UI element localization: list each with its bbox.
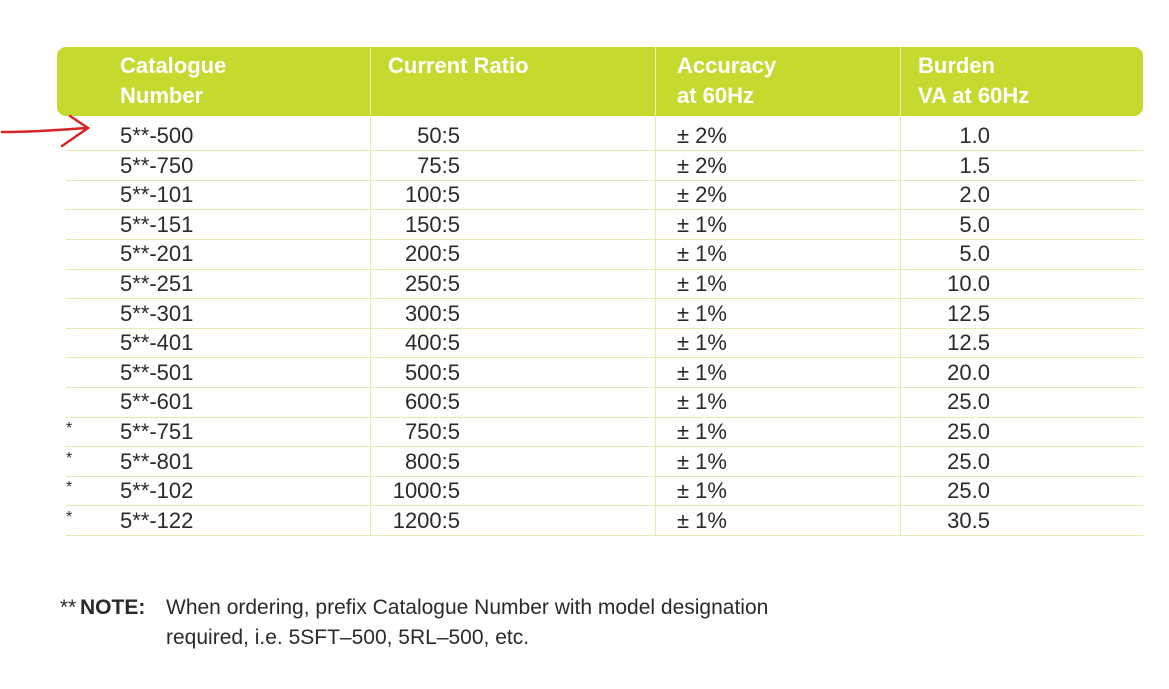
catalogue-number: 5**-301 [120, 300, 194, 326]
current-ratio: 250:5 [404, 271, 460, 296]
catalogue-number: 5**-401 [120, 330, 194, 356]
note-prefix: ** [60, 596, 77, 619]
row-line [66, 357, 1143, 359]
current-ratio: 50:5 [417, 123, 460, 148]
burden: 10.0 [947, 271, 990, 296]
current-ratio: 500:5 [404, 359, 460, 385]
catalogue-number: 5**-122 [120, 507, 194, 533]
catalogue-number: 5**-750 [120, 152, 194, 178]
burden: 2.0 [959, 182, 990, 208]
accuracy: ± 1% [677, 389, 727, 415]
burden: 5.0 [959, 241, 990, 267]
row-mark: * [66, 420, 73, 437]
header-cell: Number [120, 83, 204, 108]
accuracy: ± 2% [677, 123, 727, 148]
row-line [66, 446, 1143, 448]
note-text: When ordering, prefix Catalogue Number w… [166, 596, 769, 619]
current-ratio: 150:5 [404, 211, 460, 237]
accuracy: ± 1% [677, 507, 727, 533]
divider [900, 116, 901, 536]
catalogue-number: 5**-601 [120, 389, 194, 415]
row-line [66, 179, 1143, 181]
note-text: required, i.e. 5SFT–500, 5RL–500, etc. [166, 626, 530, 649]
row-mark: * [66, 508, 73, 526]
row-line [66, 505, 1143, 507]
header-cell: Accuracy [677, 53, 777, 78]
current-ratio: 75:5 [417, 152, 460, 178]
accuracy: ± 1% [677, 448, 727, 474]
row-line [66, 416, 1143, 418]
accuracy: ± 1% [677, 300, 727, 326]
accuracy: ± 1% [677, 241, 727, 267]
catalogue-number: 5**-101 [120, 182, 194, 208]
burden: 1.5 [959, 152, 990, 178]
catalogue-number: 5**-251 [120, 271, 194, 296]
divider [900, 47, 901, 116]
catalogue-number: 5**-751 [120, 419, 194, 444]
current-ratio: 1200:5 [392, 507, 460, 533]
accuracy: ± 1% [677, 271, 727, 296]
current-ratio: 1000:5 [392, 478, 460, 504]
row-mark: * [66, 449, 73, 467]
burden: 12.5 [947, 300, 990, 326]
accuracy: ± 1% [677, 359, 727, 385]
current-ratio: 300:5 [404, 300, 460, 326]
header-cell: Catalogue [120, 53, 227, 78]
burden: 30.5 [947, 507, 990, 533]
row-line [66, 298, 1143, 300]
row-line [66, 327, 1143, 329]
row-mark: * [66, 479, 73, 497]
catalogue-number: 5**-500 [120, 123, 194, 148]
current-ratio: 400:5 [404, 330, 460, 356]
divider [655, 116, 656, 536]
accuracy: ± 1% [677, 478, 727, 504]
header-cell: Burden [918, 53, 995, 78]
accuracy: ± 2% [677, 152, 727, 178]
header-cell: Current Ratio [388, 53, 529, 78]
burden: 5.0 [959, 211, 990, 237]
header-cell: VA at 60Hz [918, 83, 1030, 108]
burden: 25.0 [947, 389, 990, 415]
burden: 1.0 [959, 123, 990, 148]
row-line [66, 209, 1143, 211]
burden: 25.0 [947, 478, 990, 504]
row-line [66, 475, 1143, 477]
header-band [57, 47, 1143, 116]
row-line [66, 386, 1143, 388]
accuracy: ± 2% [677, 182, 727, 208]
accuracy: ± 1% [677, 211, 727, 237]
current-ratio: 100:5 [404, 182, 460, 208]
catalogue-number: 5**-102 [120, 478, 194, 504]
burden: 25.0 [947, 448, 990, 474]
row-line [66, 238, 1143, 240]
note-label: NOTE: [80, 596, 146, 619]
accuracy: ± 1% [677, 419, 727, 444]
divider [655, 47, 656, 116]
catalogue-number: 5**-501 [120, 359, 194, 385]
arrow-stroke [0, 114, 91, 148]
accuracy: ± 1% [677, 330, 727, 356]
red-arrow [0, 114, 91, 148]
burden: 20.0 [947, 359, 990, 385]
burden: 12.5 [947, 330, 990, 356]
current-ratio: 800:5 [404, 448, 460, 474]
catalogue-number: 5**-151 [120, 211, 194, 237]
current-ratio: 750:5 [404, 419, 460, 444]
divider [370, 47, 371, 116]
burden: 25.0 [947, 419, 990, 444]
current-ratio: 600:5 [404, 389, 460, 415]
row-line [66, 268, 1143, 270]
current-ratio: 200:5 [404, 241, 460, 267]
divider [370, 116, 371, 536]
catalogue-number: 5**-801 [120, 448, 194, 474]
row-line [66, 150, 1143, 152]
row-line [66, 534, 1143, 536]
catalogue-number: 5**-201 [120, 241, 194, 267]
header-cell: at 60Hz [677, 83, 755, 108]
